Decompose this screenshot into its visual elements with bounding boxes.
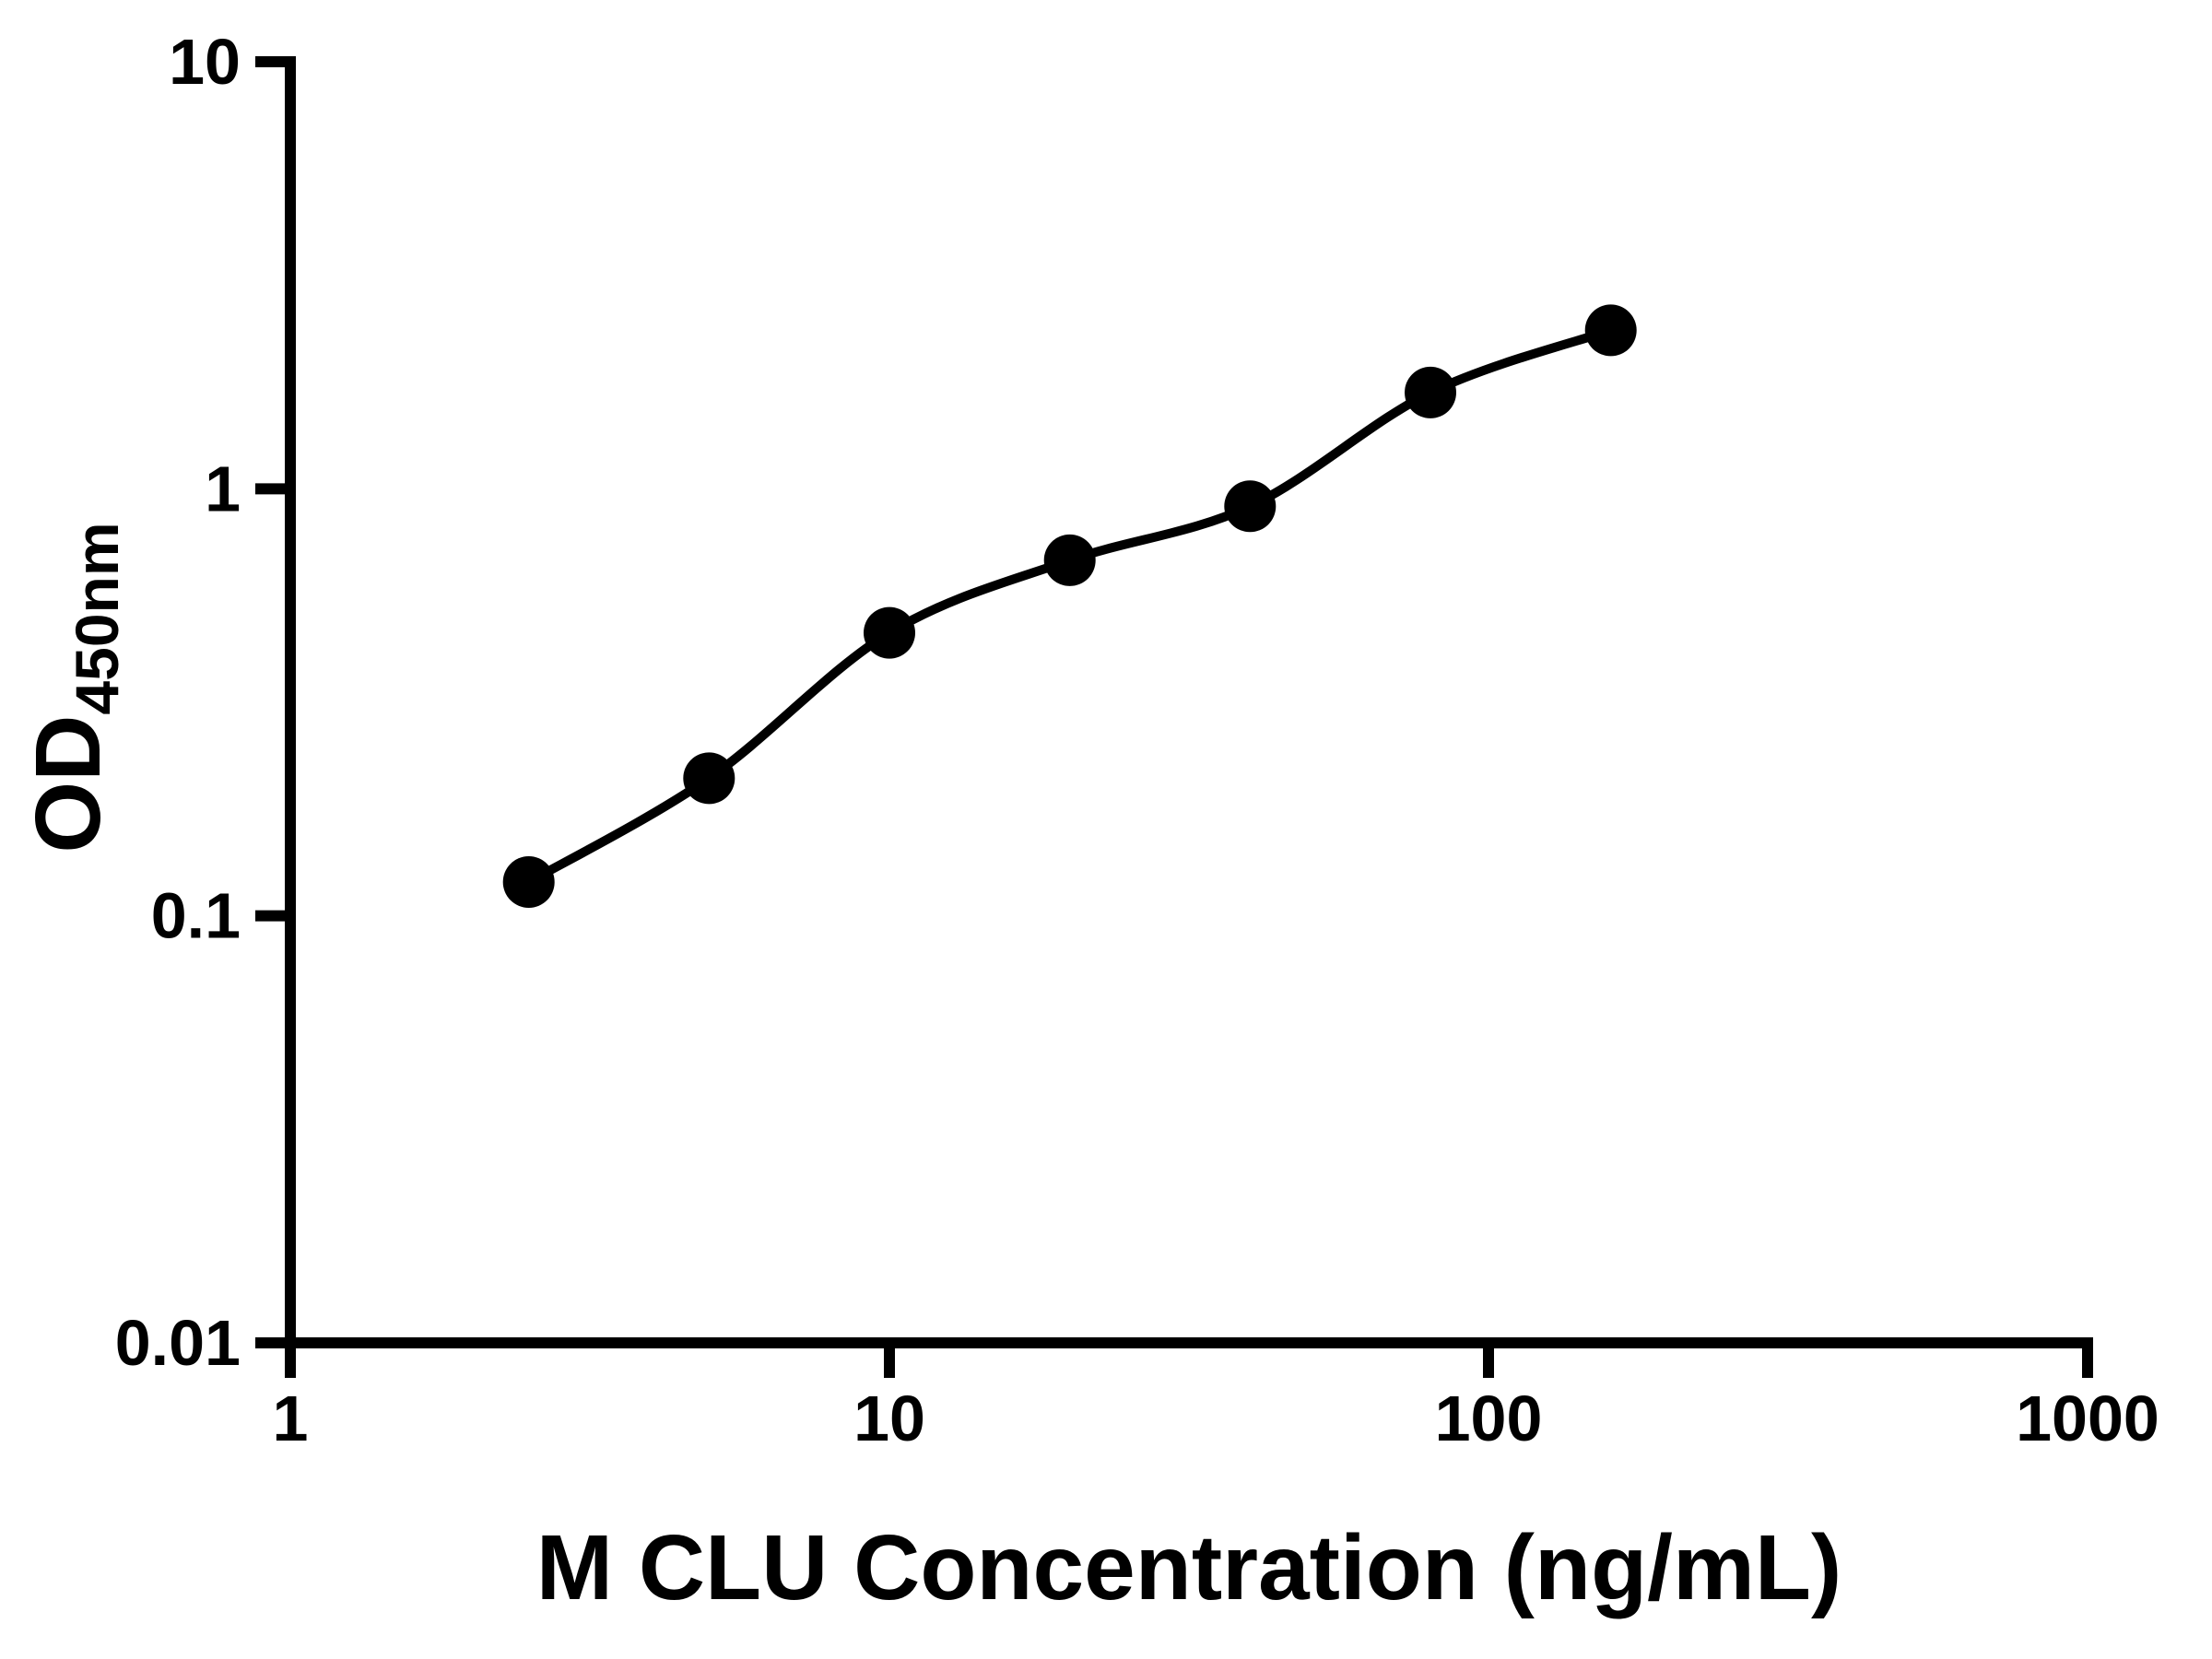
x-tick-label: 10: [853, 1382, 925, 1454]
y-axis-title-subscript: 450nm: [63, 522, 131, 714]
x-axis-title: M CLU Concentration (ng/mL): [536, 1516, 1842, 1619]
plot-layer: [502, 304, 1637, 908]
x-tick-label: 1000: [2016, 1382, 2159, 1454]
data-point-marker: [1224, 480, 1277, 533]
data-point-marker: [1405, 366, 1456, 418]
y-tick-label: 1: [205, 453, 241, 524]
axes-layer: 1 10 100 1000 0.01 0.1 1 10: [115, 26, 2159, 1454]
data-point-marker: [1584, 304, 1637, 357]
data-point-marker: [502, 856, 555, 908]
data-point-marker: [864, 606, 915, 659]
y-axis-title: OD450nm: [17, 522, 131, 853]
y-tick-label: 0.01: [115, 1307, 241, 1379]
y-axis-title-main: OD: [17, 715, 120, 853]
data-point-marker: [683, 752, 735, 805]
x-tick-label: 1: [273, 1382, 309, 1454]
y-tick-label: 0.1: [151, 880, 241, 952]
data-point-marker: [1043, 534, 1096, 586]
x-tick-label: 100: [1435, 1382, 1543, 1454]
fit-curve-line: [526, 325, 1613, 887]
y-tick-label: 10: [169, 26, 241, 98]
